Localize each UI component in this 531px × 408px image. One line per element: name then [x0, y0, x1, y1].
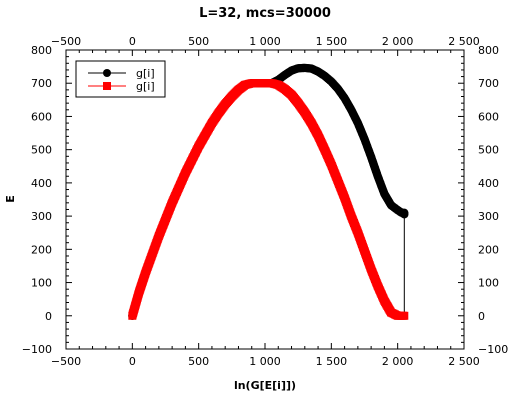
- x-tick-label-top: 1 500: [316, 35, 348, 48]
- y-tick-label-right: 100: [478, 277, 499, 290]
- x-tick-label: 0: [129, 355, 136, 368]
- x-tick-label-top: 0: [129, 35, 136, 48]
- y-tick-label: 600: [31, 110, 52, 123]
- x-tick-label-top: 1 000: [249, 35, 281, 48]
- legend-marker: [103, 82, 111, 90]
- series-1: [128, 63, 409, 320]
- x-tick-label: 1 500: [316, 355, 348, 368]
- y-tick-label-right: 700: [478, 77, 499, 90]
- y-tick-label: −100: [22, 343, 52, 356]
- y-tick-label: 300: [31, 210, 52, 223]
- x-tick-label: 1 000: [249, 355, 281, 368]
- y-tick-label: 500: [31, 144, 52, 157]
- y-tick-label: 400: [31, 177, 52, 190]
- y-tick-label-right: 400: [478, 177, 499, 190]
- ticks-layer: −500 −500 0 0 500 500 1 000 1 000 1 500 1 500 2 00…: [22, 35, 508, 368]
- y-tick-label-right: −100: [478, 343, 508, 356]
- y-tick-label: 100: [31, 277, 52, 290]
- y-tick-label-right: 200: [478, 243, 499, 256]
- series-2: [128, 79, 409, 320]
- data-point: [400, 311, 409, 320]
- series-layer: [128, 63, 409, 320]
- y-tick-label: 0: [45, 310, 52, 323]
- x-tick-label-top: 2 000: [382, 35, 414, 48]
- x-tick-label: 2 500: [448, 355, 480, 368]
- legend: g[i]g[i]: [75, 60, 166, 98]
- y-tick-label-right: 300: [478, 210, 499, 223]
- x-tick-label-top: 2 500: [448, 35, 480, 48]
- y-tick-label: 200: [31, 243, 52, 256]
- data-point: [400, 210, 409, 219]
- x-tick-label-top: −500: [51, 35, 81, 48]
- y-tick-label-right: 0: [478, 310, 485, 323]
- x-tick-label: 2 000: [382, 355, 414, 368]
- y-axis-label: E: [4, 195, 17, 203]
- x-axis-label: ln(G[E[i]]): [234, 379, 296, 392]
- chart-title: L=32, mcs=30000: [199, 6, 331, 21]
- legend-label: g[i]: [136, 67, 155, 80]
- legend-marker: [103, 69, 111, 77]
- legend-box: [75, 60, 166, 98]
- y-tick-label-right: 600: [478, 110, 499, 123]
- x-tick-label: 500: [188, 355, 209, 368]
- x-tick-label-top: 500: [188, 35, 209, 48]
- legend-label: g[i]: [136, 80, 155, 93]
- y-tick-label: 800: [31, 44, 52, 57]
- y-tick-label-right: 800: [478, 44, 499, 57]
- y-tick-label: 700: [31, 77, 52, 90]
- y-tick-label-right: 500: [478, 144, 499, 157]
- x-tick-label: −500: [51, 355, 81, 368]
